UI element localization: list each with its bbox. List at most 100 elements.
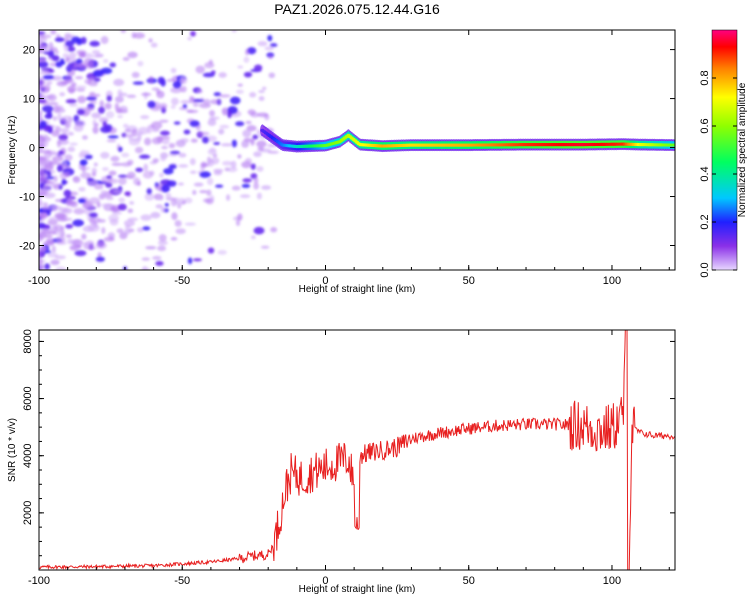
noise-blob — [143, 163, 149, 172]
noise-blob — [40, 245, 46, 251]
noise-blob — [39, 37, 48, 42]
y-tick-label: -20 — [19, 241, 35, 253]
noise-blob — [68, 103, 78, 107]
signal-ridge — [260, 124, 675, 153]
noise-blob — [54, 37, 65, 43]
noise-blob — [85, 96, 97, 101]
noise-blob — [117, 203, 127, 211]
y-tick-label: 10 — [23, 94, 35, 106]
noise-blob — [54, 108, 66, 113]
noise-blob — [118, 146, 123, 153]
noise-blob — [166, 180, 177, 187]
noise-blob — [107, 178, 119, 184]
noise-blob — [105, 182, 113, 188]
noise-blob — [48, 102, 59, 106]
noise-blob — [107, 135, 119, 139]
noise-blob — [174, 220, 182, 227]
noise-blob — [60, 225, 65, 232]
noise-blob — [193, 182, 204, 187]
noise-blob — [163, 168, 174, 175]
noise-blob — [111, 211, 123, 215]
noise-blob — [206, 177, 214, 186]
colorbar-ticks: 0.0 0.2 0.4 0.6 0.8 — [699, 70, 737, 278]
noise-blob — [165, 192, 172, 199]
noise-blob — [92, 69, 104, 77]
noise-blob — [122, 123, 129, 128]
noise-blob — [138, 154, 151, 159]
noise-blob — [129, 201, 135, 205]
noise-blob — [114, 96, 124, 103]
y-tick-label: 6000 — [22, 386, 34, 410]
noise-blob — [257, 112, 269, 118]
noise-blob — [39, 110, 43, 118]
noise-blob — [127, 171, 136, 179]
noise-blob — [39, 48, 43, 53]
noise-blob — [206, 189, 212, 197]
noise-blob — [141, 257, 150, 261]
noise-blob — [57, 113, 62, 121]
noise-blob — [148, 75, 154, 84]
noise-blob — [61, 178, 67, 186]
noise-blob — [168, 164, 177, 170]
noise-blob — [122, 57, 130, 61]
noise-blob — [132, 81, 144, 85]
noise-blob — [131, 71, 140, 79]
noise-blob — [247, 109, 256, 115]
noise-blob — [147, 100, 156, 109]
noise-blob — [218, 128, 225, 135]
noise-blob — [127, 51, 138, 59]
noise-blob — [180, 100, 192, 104]
noise-blob — [58, 150, 65, 155]
noise-blob — [140, 115, 150, 120]
noise-blob — [91, 49, 101, 55]
noise-blob — [65, 198, 72, 207]
noise-blob — [127, 208, 134, 213]
noise-blob — [141, 92, 152, 97]
noise-blob — [43, 192, 56, 199]
noise-blob — [225, 194, 231, 201]
noise-blob — [100, 126, 112, 134]
noise-blob — [64, 171, 71, 178]
noise-blob — [201, 136, 209, 144]
noise-blob — [100, 36, 109, 44]
spectrogram-plot-area — [39, 30, 675, 270]
noise-blob — [79, 159, 88, 166]
noise-blob — [202, 72, 215, 78]
noise-blob — [83, 57, 95, 66]
noise-blob — [50, 47, 58, 52]
noise-blob — [182, 104, 187, 109]
noise-blob — [101, 227, 106, 235]
noise-blob — [119, 92, 128, 97]
noise-blob — [76, 108, 85, 116]
noise-blob — [196, 89, 203, 94]
noise-blob — [67, 131, 74, 136]
noise-blob — [237, 65, 244, 69]
noise-blob — [63, 189, 72, 198]
noise-blob — [208, 117, 217, 122]
noise-blob — [108, 170, 117, 176]
noise-blob — [258, 96, 265, 101]
noise-blob — [121, 162, 132, 167]
noise-blob — [156, 135, 164, 143]
noise-blob — [267, 150, 279, 154]
noise-blob — [145, 246, 157, 250]
noise-blob — [183, 129, 191, 135]
noise-blob — [169, 150, 181, 155]
noise-blob — [89, 91, 96, 96]
noise-blob — [133, 32, 145, 39]
noise-blob — [241, 183, 251, 188]
noise-blob — [39, 267, 45, 270]
noise-blob — [117, 114, 123, 119]
noise-blob — [104, 102, 112, 110]
noise-blob — [55, 235, 66, 244]
noise-blob — [59, 92, 66, 97]
noise-blob — [152, 158, 159, 163]
noise-blob — [253, 182, 260, 190]
noise-blob — [50, 225, 59, 232]
noise-blob — [124, 133, 134, 138]
noise-blob — [213, 168, 224, 173]
noise-blob — [121, 152, 130, 158]
x-tick-label: 0 — [322, 575, 328, 587]
noise-blob — [63, 46, 69, 52]
noise-blob — [235, 121, 245, 127]
